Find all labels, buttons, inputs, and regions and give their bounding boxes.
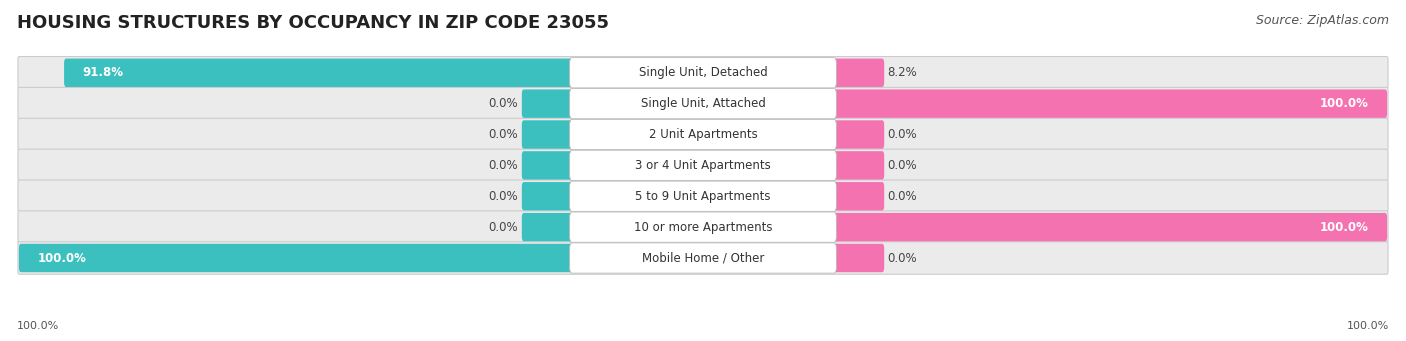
Text: 0.0%: 0.0% bbox=[887, 159, 917, 172]
FancyBboxPatch shape bbox=[522, 213, 574, 241]
Text: 91.8%: 91.8% bbox=[83, 66, 124, 79]
FancyBboxPatch shape bbox=[65, 59, 574, 87]
FancyBboxPatch shape bbox=[832, 59, 884, 87]
Text: 0.0%: 0.0% bbox=[489, 221, 519, 234]
Text: 0.0%: 0.0% bbox=[489, 190, 519, 203]
Text: Source: ZipAtlas.com: Source: ZipAtlas.com bbox=[1256, 14, 1389, 27]
FancyBboxPatch shape bbox=[18, 211, 1388, 243]
FancyBboxPatch shape bbox=[18, 57, 1388, 89]
Text: Mobile Home / Other: Mobile Home / Other bbox=[641, 252, 765, 265]
FancyBboxPatch shape bbox=[18, 149, 1388, 182]
FancyBboxPatch shape bbox=[569, 58, 837, 88]
FancyBboxPatch shape bbox=[569, 243, 837, 273]
FancyBboxPatch shape bbox=[522, 151, 574, 180]
Text: 100.0%: 100.0% bbox=[1320, 97, 1368, 110]
Text: 0.0%: 0.0% bbox=[489, 97, 519, 110]
Text: 0.0%: 0.0% bbox=[489, 159, 519, 172]
FancyBboxPatch shape bbox=[569, 89, 837, 119]
FancyBboxPatch shape bbox=[832, 244, 884, 272]
FancyBboxPatch shape bbox=[522, 182, 574, 210]
Text: 100.0%: 100.0% bbox=[1347, 321, 1389, 331]
FancyBboxPatch shape bbox=[522, 120, 574, 149]
FancyBboxPatch shape bbox=[18, 180, 1388, 212]
FancyBboxPatch shape bbox=[18, 242, 1388, 274]
FancyBboxPatch shape bbox=[18, 87, 1388, 120]
FancyBboxPatch shape bbox=[522, 89, 574, 118]
Text: 8.2%: 8.2% bbox=[887, 66, 917, 79]
Text: 0.0%: 0.0% bbox=[489, 128, 519, 141]
Text: Single Unit, Attached: Single Unit, Attached bbox=[641, 97, 765, 110]
Text: HOUSING STRUCTURES BY OCCUPANCY IN ZIP CODE 23055: HOUSING STRUCTURES BY OCCUPANCY IN ZIP C… bbox=[17, 14, 609, 32]
Text: 10 or more Apartments: 10 or more Apartments bbox=[634, 221, 772, 234]
FancyBboxPatch shape bbox=[832, 151, 884, 180]
Text: 100.0%: 100.0% bbox=[1320, 221, 1368, 234]
Text: 5 to 9 Unit Apartments: 5 to 9 Unit Apartments bbox=[636, 190, 770, 203]
FancyBboxPatch shape bbox=[18, 244, 574, 272]
FancyBboxPatch shape bbox=[832, 120, 884, 149]
FancyBboxPatch shape bbox=[569, 212, 837, 242]
FancyBboxPatch shape bbox=[569, 119, 837, 150]
Legend: Owner-occupied, Renter-occupied: Owner-occupied, Renter-occupied bbox=[565, 337, 841, 341]
Text: 3 or 4 Unit Apartments: 3 or 4 Unit Apartments bbox=[636, 159, 770, 172]
Text: 0.0%: 0.0% bbox=[887, 190, 917, 203]
FancyBboxPatch shape bbox=[569, 181, 837, 211]
FancyBboxPatch shape bbox=[832, 182, 884, 210]
Text: 0.0%: 0.0% bbox=[887, 252, 917, 265]
Text: 100.0%: 100.0% bbox=[17, 321, 59, 331]
FancyBboxPatch shape bbox=[832, 89, 1388, 118]
Text: 2 Unit Apartments: 2 Unit Apartments bbox=[648, 128, 758, 141]
Text: Single Unit, Detached: Single Unit, Detached bbox=[638, 66, 768, 79]
FancyBboxPatch shape bbox=[569, 150, 837, 180]
FancyBboxPatch shape bbox=[832, 213, 1388, 241]
FancyBboxPatch shape bbox=[18, 118, 1388, 151]
Text: 100.0%: 100.0% bbox=[38, 252, 86, 265]
Text: 0.0%: 0.0% bbox=[887, 128, 917, 141]
